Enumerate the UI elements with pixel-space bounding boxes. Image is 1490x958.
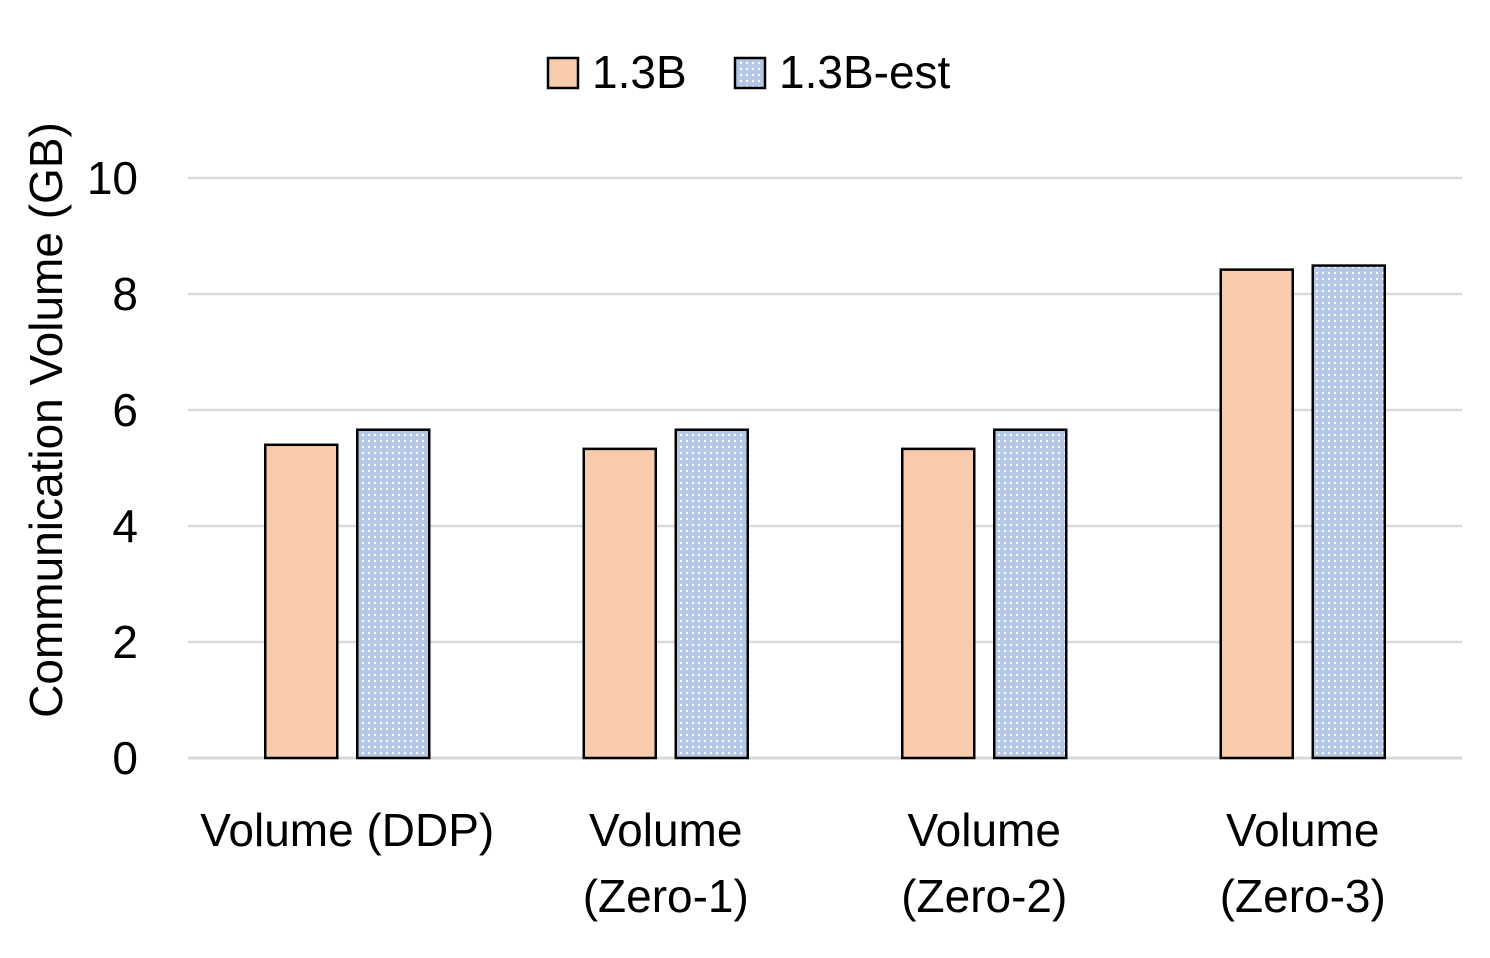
y-tick-label: 6 bbox=[112, 384, 138, 436]
x-tick-label: (Zero-2) bbox=[901, 870, 1067, 922]
legend-swatch bbox=[733, 56, 767, 90]
bar-series-1 bbox=[901, 447, 976, 760]
y-axis: 0 2 4 6 8 10 bbox=[87, 152, 138, 784]
x-tick-label: Volume bbox=[1226, 804, 1379, 856]
legend: 1.3B 1.3B-est bbox=[546, 46, 951, 98]
x-tick-label: Volume bbox=[589, 804, 742, 856]
bar-series-2 bbox=[356, 428, 431, 760]
bar-series-1 bbox=[1219, 268, 1294, 760]
x-tick-label: (Zero-3) bbox=[1220, 870, 1386, 922]
bars bbox=[264, 264, 1386, 760]
bar-series-1 bbox=[264, 443, 339, 760]
x-axis: Volume (DDP) Volume (Zero-1) Volume (Zero-2)… bbox=[200, 804, 1386, 922]
x-tick-label: Volume bbox=[908, 804, 1061, 856]
y-tick-label: 8 bbox=[112, 268, 138, 320]
legend-swatch bbox=[546, 56, 580, 90]
legend-label: 1.3B bbox=[592, 46, 687, 98]
legend-label: 1.3B-est bbox=[779, 46, 951, 98]
y-axis-title: Communication Volume (GB) bbox=[20, 122, 72, 718]
x-tick-label: (Zero-1) bbox=[583, 870, 749, 922]
x-tick-label: Volume (DDP) bbox=[200, 804, 494, 856]
bar-series-1 bbox=[582, 447, 657, 760]
y-tick-label: 10 bbox=[87, 152, 138, 204]
y-tick-label: 0 bbox=[112, 732, 138, 784]
bar-series-2 bbox=[674, 428, 749, 760]
y-tick-label: 4 bbox=[112, 500, 138, 552]
bar-series-2 bbox=[993, 428, 1068, 760]
bar-series-2 bbox=[1311, 264, 1386, 760]
y-tick-label: 2 bbox=[112, 616, 138, 668]
